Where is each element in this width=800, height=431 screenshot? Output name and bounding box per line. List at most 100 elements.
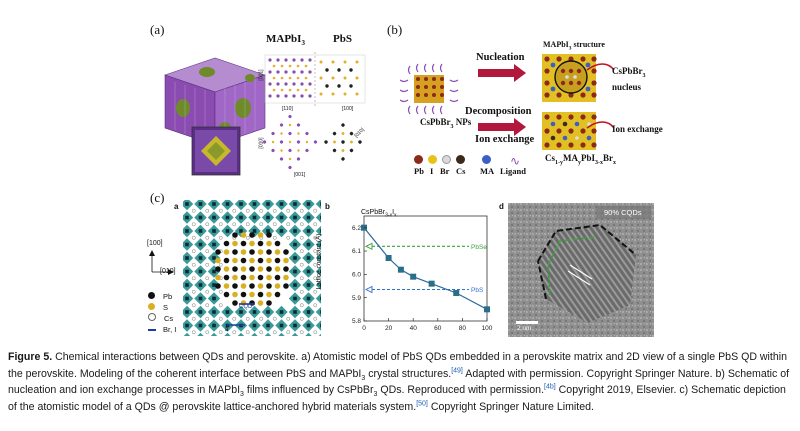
- scale-bar-label: 2 nm: [517, 325, 532, 332]
- pb-atom: [223, 240, 230, 247]
- caption-ref-4b[interactable]: [4b]: [544, 383, 556, 391]
- cs-site: [299, 303, 304, 308]
- octahedron-center: [252, 229, 257, 233]
- cs-site: [218, 262, 223, 267]
- legend-i-swatch: [428, 155, 437, 164]
- cs-site: [299, 208, 304, 213]
- phase-right-label: PbS: [333, 33, 352, 45]
- legend-c-cs-label: Cs: [164, 314, 174, 323]
- chart-series: [361, 224, 490, 313]
- octahedron-center: [185, 215, 189, 220]
- cs-site: [232, 330, 237, 335]
- octahedron-center: [225, 202, 230, 206]
- octahedron-center: [198, 323, 203, 328]
- octahedron-center: [198, 202, 203, 206]
- cs-site: [191, 249, 196, 254]
- octahedron-center: [279, 229, 284, 233]
- legend-i-label: I: [430, 166, 434, 176]
- cs-site: [299, 222, 304, 227]
- octahedron-center: [225, 215, 230, 220]
- cs-site: [218, 303, 223, 308]
- pb-atom: [283, 283, 289, 289]
- qd-particle: [538, 225, 636, 323]
- octahedron-center: [293, 283, 297, 287]
- caption-ref-49[interactable]: [49]: [451, 366, 463, 374]
- ion-exchange-arrow-label: Ion exchange: [475, 134, 535, 145]
- cs-site: [245, 208, 250, 213]
- octahedron-center: [293, 242, 297, 247]
- y-tick-label: 5.8: [352, 318, 361, 325]
- data-point: [397, 266, 404, 273]
- octahedron-center: [212, 242, 216, 247]
- figure-caption: Figure 5. Chemical interactions between …: [8, 351, 790, 413]
- octahedron-center: [198, 215, 203, 220]
- cs-site: [272, 330, 277, 335]
- s-atom: [257, 283, 264, 289]
- s-atom: [274, 249, 281, 255]
- cs-site: [313, 249, 318, 254]
- octahedron-center: [320, 256, 321, 260]
- cs-site: [313, 222, 318, 227]
- s-atom: [249, 240, 255, 247]
- embedded-qd-spheres: [176, 67, 255, 134]
- legend-row-cs: Cs: [148, 313, 176, 324]
- octahedron: [315, 306, 321, 318]
- cs-site: [272, 222, 277, 227]
- octahedron-center: [185, 283, 189, 287]
- cspbbr3-nanoparticle: [400, 63, 459, 115]
- octahedron: [315, 293, 321, 304]
- cs-site: [299, 262, 304, 267]
- cs-site: [245, 330, 250, 335]
- pb-atom: [249, 266, 255, 272]
- octahedron: [315, 320, 321, 331]
- mapbi3-structure: [542, 54, 597, 102]
- octahedron-center: [185, 242, 189, 247]
- octahedron-center: [306, 283, 311, 287]
- pb-atom: [232, 249, 238, 255]
- pb-atom: [240, 240, 247, 247]
- y-tick-label: 5.9: [352, 295, 361, 302]
- axis-label-a4: [010]: [258, 137, 265, 149]
- caption-ref-50[interactable]: [50]: [416, 399, 428, 407]
- pb-atom: [257, 274, 264, 281]
- octahedron-center: [320, 323, 321, 328]
- cs-site: [259, 208, 264, 213]
- octahedron-center: [212, 269, 216, 274]
- octahedron-center: [266, 323, 270, 328]
- octahedron: [315, 239, 321, 250]
- octahedron: [251, 332, 258, 336]
- cs-site: [232, 316, 237, 321]
- octahedron-center: [198, 296, 203, 301]
- y-tick-label: 6.1: [352, 248, 361, 255]
- axis-label-a3: [100]: [342, 106, 354, 112]
- cs-site: [205, 276, 210, 281]
- octahedron: [315, 252, 321, 264]
- cqd-marker-label: CQD: [239, 304, 253, 310]
- pb-atom: [283, 266, 289, 272]
- cs-site: [218, 208, 223, 213]
- scale-bar: [516, 321, 538, 324]
- pb-atom: [283, 249, 289, 255]
- cs-site: [218, 316, 223, 321]
- pb-atom: [274, 240, 281, 247]
- pb-atom: [223, 291, 230, 298]
- s-atom: [249, 257, 255, 264]
- cs-site: [245, 316, 250, 321]
- octahedron-center: [198, 242, 203, 247]
- phase-left-label: MAPbI3: [266, 33, 305, 48]
- octahedron-center: [198, 283, 203, 287]
- legend-ligand-label: Ligand: [500, 166, 526, 176]
- panel-c-sub-d: d: [499, 202, 504, 211]
- cs-site: [205, 222, 210, 227]
- x-tick-label: 0: [362, 325, 366, 332]
- particle-outline: [537, 223, 637, 262]
- tem-image: [508, 203, 654, 337]
- cs-site: [205, 208, 210, 213]
- s-atom: [223, 249, 230, 255]
- plot-frame: [363, 215, 488, 322]
- cs-site: [191, 208, 196, 213]
- octahedron-center: [306, 256, 311, 260]
- cs-site: [191, 316, 196, 321]
- octahedron-center: [212, 215, 216, 220]
- octahedron-center: [320, 215, 321, 220]
